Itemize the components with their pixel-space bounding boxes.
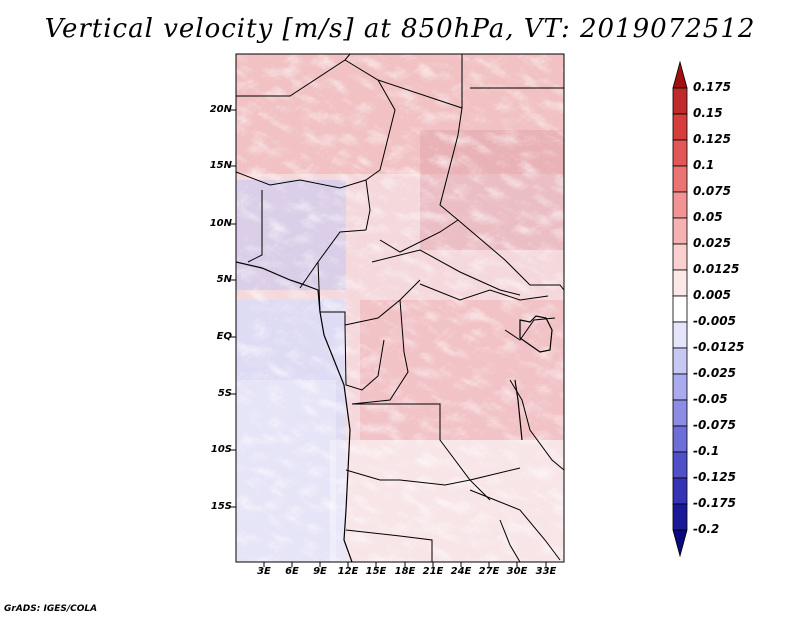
lat-label-15s: 15S <box>210 501 232 512</box>
map-title: Vertical velocity [m/s] at 850hPa, VT: 2… <box>44 14 756 44</box>
colorbar-label: 0.15 <box>693 106 723 120</box>
velocity-field <box>236 54 564 562</box>
colorbar-label: -0.075 <box>693 418 736 432</box>
colorbar-label: -0.1 <box>693 444 720 458</box>
colorbar-swatch <box>672 451 688 479</box>
colorbar-swatch <box>672 217 688 245</box>
lat-label-5n: 5N <box>216 274 232 285</box>
colorbar-swatch <box>672 321 688 349</box>
colorbar-label: 0.05 <box>693 210 723 224</box>
colorbar-swatch <box>672 87 688 115</box>
colorbar-swatch <box>672 503 688 531</box>
colorbar-swatch <box>672 243 688 271</box>
lon-label-6e: 6E <box>285 566 299 577</box>
coastline <box>236 261 553 562</box>
colorbar-swatch <box>672 425 688 453</box>
grads-credit: GrADS: IGES/COLA <box>4 604 98 614</box>
colorbar-swatch <box>672 347 688 375</box>
lat-label-20n: 20N <box>209 104 232 115</box>
colorbar-swatch <box>672 399 688 427</box>
colorbar-label: 0.0125 <box>693 262 740 276</box>
colorbar-swatch <box>672 60 688 89</box>
lon-label-27e: 27E <box>478 566 500 577</box>
lat-label-15n: 15N <box>209 160 232 171</box>
colorbar-label: -0.025 <box>693 366 736 380</box>
colorbar-swatch <box>672 269 688 297</box>
lat-label-eq: EQ <box>216 331 232 342</box>
colorbar-label: 0.1 <box>693 158 715 172</box>
colorbar-label: -0.05 <box>693 392 728 406</box>
colorbar-swatch <box>672 113 688 141</box>
country-borders <box>236 54 564 562</box>
lon-label-3e: 3E <box>257 566 271 577</box>
colorbar-label: 0.025 <box>693 236 731 250</box>
axis-ticks <box>231 109 547 567</box>
colorbar <box>672 60 688 558</box>
colorbar-label: 0.075 <box>693 184 731 198</box>
lat-label-5s: 5S <box>217 388 232 399</box>
colorbar-label: -0.0125 <box>693 340 745 354</box>
lon-label-15e: 15E <box>365 566 387 577</box>
colorbar-swatch <box>672 191 688 219</box>
lon-label-18e: 18E <box>394 566 416 577</box>
lon-label-30e: 30E <box>506 566 528 577</box>
colorbar-label: 0.125 <box>693 132 731 146</box>
colorbar-swatch <box>672 139 688 167</box>
colorbar-label: -0.005 <box>693 314 736 328</box>
colorbar-label: 0.175 <box>693 80 731 94</box>
colorbar-label: -0.2 <box>693 522 720 536</box>
lon-label-33e: 33E <box>535 566 557 577</box>
map-frame <box>235 53 565 563</box>
lon-label-9e: 9E <box>313 566 327 577</box>
colorbar-label: -0.125 <box>693 470 736 484</box>
lat-label-10s: 10S <box>210 444 232 455</box>
colorbar-swatch <box>672 477 688 505</box>
colorbar-label: 0.005 <box>693 288 731 302</box>
lon-label-21e: 21E <box>422 566 444 577</box>
colorbar-swatch <box>672 295 688 323</box>
colorbar-swatch <box>672 529 688 558</box>
lon-label-12e: 12E <box>337 566 359 577</box>
lon-label-24e: 24E <box>450 566 472 577</box>
colorbar-swatch <box>672 165 688 193</box>
lat-label-10n: 10N <box>209 218 232 229</box>
colorbar-swatch <box>672 373 688 401</box>
colorbar-label: -0.175 <box>693 496 736 510</box>
